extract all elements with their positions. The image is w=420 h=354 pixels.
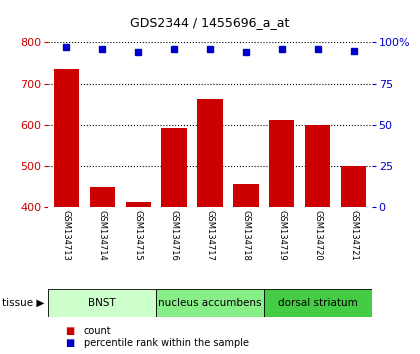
Text: GSM134714: GSM134714 bbox=[98, 210, 107, 260]
Text: GDS2344 / 1455696_a_at: GDS2344 / 1455696_a_at bbox=[130, 16, 290, 29]
Bar bbox=[264, 289, 372, 317]
Bar bbox=[234, 184, 259, 354]
Bar bbox=[48, 289, 156, 317]
Text: ■: ■ bbox=[65, 326, 74, 336]
Text: BNST: BNST bbox=[88, 298, 116, 308]
Text: percentile rank within the sample: percentile rank within the sample bbox=[84, 338, 249, 348]
Text: ■: ■ bbox=[65, 338, 74, 348]
Bar bbox=[162, 128, 186, 354]
Bar bbox=[197, 99, 223, 354]
Bar bbox=[341, 166, 366, 354]
Bar bbox=[54, 69, 79, 354]
Text: dorsal striatum: dorsal striatum bbox=[278, 298, 358, 308]
Bar bbox=[126, 202, 151, 354]
Text: GSM134717: GSM134717 bbox=[205, 210, 215, 261]
Text: count: count bbox=[84, 326, 112, 336]
Text: tissue ▶: tissue ▶ bbox=[2, 298, 45, 308]
Bar bbox=[89, 187, 115, 354]
Bar bbox=[156, 289, 264, 317]
Text: GSM134718: GSM134718 bbox=[241, 210, 250, 261]
Text: nucleus accumbens: nucleus accumbens bbox=[158, 298, 262, 308]
Text: GSM134716: GSM134716 bbox=[170, 210, 178, 261]
Text: GSM134715: GSM134715 bbox=[134, 210, 143, 260]
Text: GSM134720: GSM134720 bbox=[313, 210, 322, 260]
Text: GSM134721: GSM134721 bbox=[349, 210, 358, 260]
Text: GSM134719: GSM134719 bbox=[277, 210, 286, 260]
Bar bbox=[305, 125, 331, 354]
Text: GSM134713: GSM134713 bbox=[62, 210, 71, 261]
Bar bbox=[269, 120, 294, 354]
